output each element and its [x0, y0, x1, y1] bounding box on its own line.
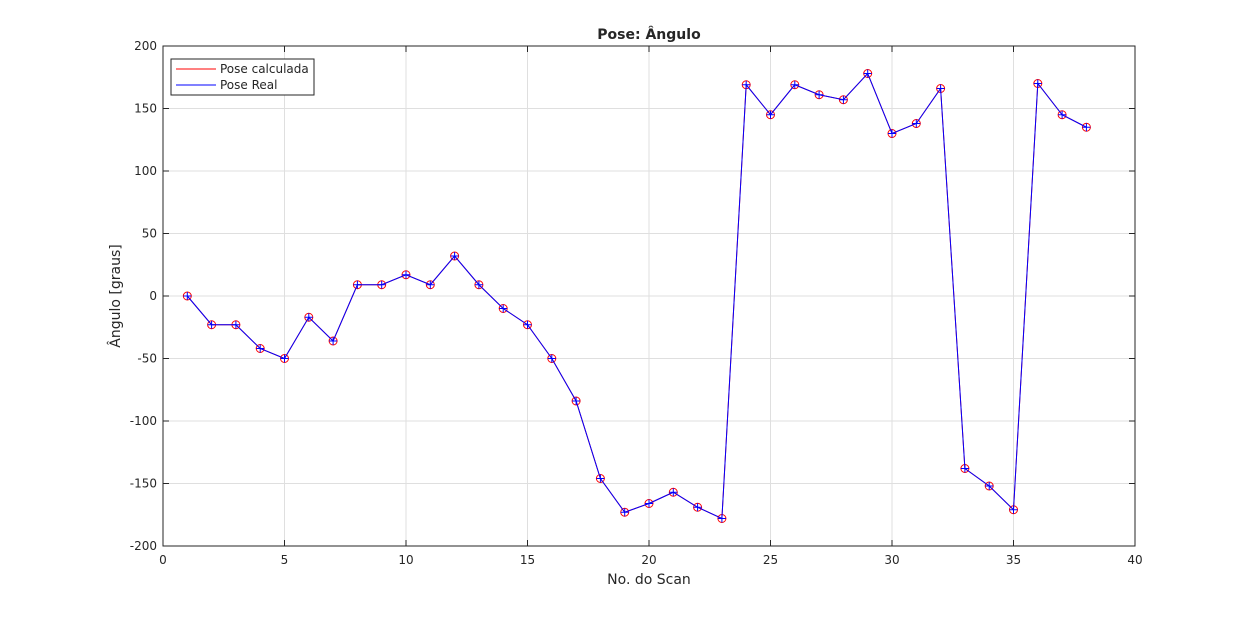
series-pose-real: [183, 69, 1091, 523]
data-point-plus: [183, 292, 192, 300]
x-tick-label: 20: [641, 553, 656, 567]
x-tick-label: 40: [1127, 553, 1142, 567]
y-tick-label: 150: [134, 102, 157, 116]
data-point-plus: [936, 84, 945, 93]
data-point-plus: [1009, 505, 1018, 514]
chart-title: Pose: Ângulo: [597, 26, 701, 43]
y-tick-label: 200: [134, 39, 157, 53]
data-point-plus: [474, 280, 483, 289]
data-point-plus: [888, 129, 896, 138]
data-point-plus: [863, 69, 872, 78]
y-tick-label: -200: [130, 539, 157, 553]
data-point-plus: [523, 320, 532, 329]
data-point-plus: [1058, 110, 1067, 119]
legend-label-calculada: Pose calculada: [220, 62, 309, 76]
data-point-plus: [547, 354, 556, 363]
data-point-plus: [231, 320, 240, 329]
ticks: 0 5 10 15 20 25 30 35 40 -200 -150 -100 -50 0 50 100 150…: [130, 39, 1143, 567]
y-tick-label: -150: [130, 477, 157, 491]
data-point-plus: [815, 90, 824, 99]
data-point-plus: [1033, 79, 1042, 88]
data-point-plus: [693, 503, 702, 512]
data-point-plus: [329, 337, 338, 345]
data-point-plus: [280, 354, 289, 363]
data-point-plus: [426, 280, 435, 289]
y-tick-label: 50: [142, 227, 157, 241]
legend-box: [170, 58, 315, 96]
data-point-plus: [742, 80, 751, 89]
data-point-plus: [304, 313, 313, 322]
data-point-plus: [353, 280, 362, 289]
y-tick-label: 0: [149, 289, 157, 303]
data-point-plus: [207, 320, 216, 329]
x-axis-label: No. do Scan: [607, 572, 691, 588]
data-point-plus: [960, 464, 969, 473]
data-point-plus: [985, 482, 994, 490]
series-layer: [182, 69, 1091, 523]
data-point-plus: [620, 508, 629, 517]
y-tick-label: -50: [137, 352, 157, 366]
data-point-plus: [669, 488, 678, 497]
data-point-plus: [717, 514, 726, 523]
data-point-plus: [256, 344, 265, 353]
x-tick-label: 25: [763, 553, 778, 567]
x-tick-label: 0: [159, 553, 167, 567]
x-tick-label: 30: [884, 553, 899, 567]
data-point-plus: [839, 95, 848, 104]
x-tick-label: 10: [398, 553, 413, 567]
data-point-plus: [645, 499, 653, 508]
y-tick-label: 100: [134, 164, 157, 178]
legend: Pose calculada Pose Real: [170, 58, 315, 96]
x-tick-label: 35: [1006, 553, 1021, 567]
data-point-plus: [402, 270, 410, 279]
data-point-plus: [912, 119, 921, 128]
data-point-plus: [596, 474, 605, 483]
x-tick-label: 15: [520, 553, 535, 567]
data-point-plus: [766, 110, 775, 119]
data-point-plus: [377, 280, 386, 289]
data-point-plus: [572, 397, 581, 405]
legend-label-real: Pose Real: [220, 78, 277, 92]
y-tick-label: -100: [130, 414, 157, 428]
y-axis-label: Ângulo [graus]: [106, 244, 124, 347]
series-line: [186, 72, 1087, 520]
x-tick-label: 5: [281, 553, 289, 567]
data-point-plus: [790, 80, 799, 89]
data-point-plus: [1082, 123, 1091, 132]
data-point-plus: [499, 304, 508, 313]
data-point-plus: [450, 252, 459, 260]
